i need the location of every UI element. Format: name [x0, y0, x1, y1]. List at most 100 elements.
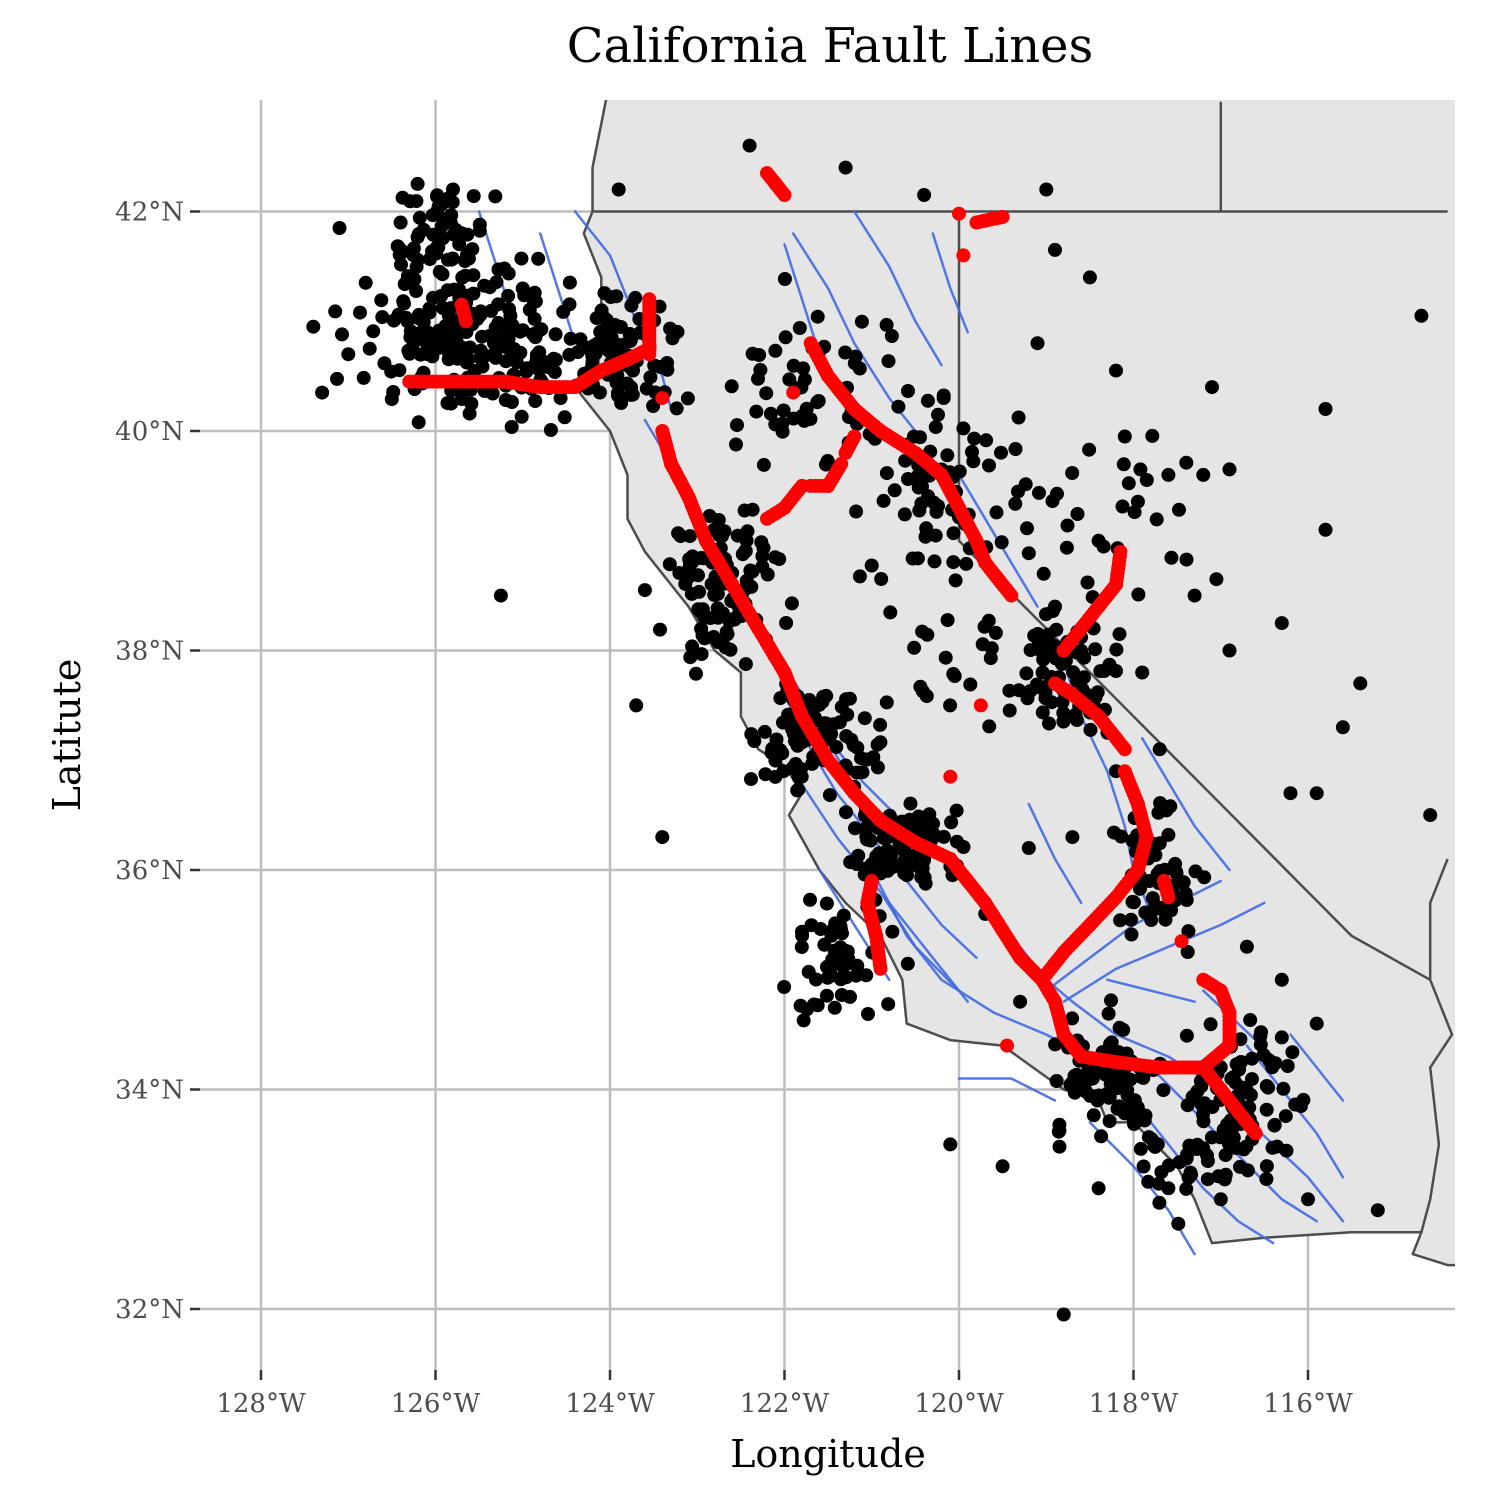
earthquake-point [1179, 1028, 1194, 1043]
earthquake-point [1309, 786, 1324, 801]
earthquake-point [1102, 1114, 1117, 1129]
earthquake-point [989, 505, 1004, 520]
earthquake-point [940, 613, 955, 628]
earthquake-point [1021, 841, 1036, 855]
earthquake-point [1139, 473, 1154, 487]
earthquake-point [445, 195, 460, 210]
earthquake-point [977, 619, 992, 634]
earthquake-point [745, 346, 760, 361]
earthquake-point [757, 724, 772, 739]
earthquake-point [358, 275, 373, 290]
earthquake-point [562, 347, 577, 362]
earthquake-point [623, 334, 638, 349]
earthquake-point [411, 307, 426, 322]
earthquake-point [782, 372, 797, 387]
earthquake-point [768, 417, 783, 432]
fault-line [1132, 1099, 1275, 1245]
red-point [1048, 676, 1062, 691]
earthquake-point [765, 741, 780, 756]
earthquake-point [1041, 627, 1056, 642]
earthquake-point [493, 588, 508, 603]
earthquake-point [1234, 1055, 1248, 1069]
earthquake-point [883, 605, 898, 620]
earthquake-point [810, 309, 825, 324]
earthquake-point [881, 997, 896, 1012]
earthquake-point [864, 558, 879, 573]
red-point [459, 314, 473, 329]
earthquake-point [613, 320, 628, 334]
earthquake-point [498, 354, 513, 369]
earthquake-point [1197, 870, 1212, 885]
earthquake-point [1152, 742, 1167, 757]
earthquake-point [819, 988, 834, 1003]
earthquake-point [873, 717, 888, 732]
earthquake-point [946, 555, 961, 570]
earthquake-point [1052, 1139, 1067, 1154]
earthquake-point [891, 858, 906, 873]
fault-line [853, 210, 943, 367]
earthquake-point [861, 1007, 875, 1021]
earthquake-point [514, 251, 529, 266]
earthquake-point [1152, 1195, 1167, 1210]
earthquake-point [1180, 945, 1195, 959]
earthquake-point [1172, 502, 1186, 517]
earthquake-point [768, 550, 783, 565]
earthquake-point [1423, 808, 1438, 823]
earthquake-point [967, 431, 982, 446]
earthquake-point [1019, 666, 1034, 681]
earthquake-point [695, 628, 710, 643]
earthquake-point [409, 284, 424, 298]
earthquake-point [602, 322, 617, 337]
earthquake-point [1296, 1092, 1311, 1107]
state-border-arizona [1420, 858, 1454, 1233]
red-point [1113, 544, 1128, 559]
earthquake-point [1196, 467, 1211, 482]
earthquake-point [1115, 499, 1130, 514]
earthquake-point [504, 420, 519, 434]
earthquake-point [915, 624, 930, 639]
earthquake-point [441, 352, 456, 367]
earthquake-point [1070, 507, 1085, 521]
earthquake-point [928, 528, 943, 543]
earthquake-point [1035, 705, 1050, 720]
earthquake-point [502, 302, 517, 317]
earthquake-point [330, 371, 344, 386]
earthquake-point [744, 727, 759, 742]
earthquake-point [794, 940, 809, 954]
earthquake-point [910, 551, 925, 566]
earthquake-point [917, 870, 932, 885]
red-point [834, 456, 849, 471]
earthquake-point [873, 735, 888, 750]
earthquake-point [1008, 496, 1023, 511]
earthquake-point [842, 691, 857, 706]
earthquake-point [1280, 1059, 1295, 1073]
fault-line [1027, 802, 1083, 905]
earthquake-point [897, 844, 912, 859]
earthquake-point [1181, 924, 1196, 939]
earthquake-point [1136, 1159, 1151, 1174]
earthquake-point [857, 711, 872, 726]
earthquake-point [948, 573, 963, 588]
earthquake-point [484, 303, 499, 318]
earthquake-point [683, 650, 698, 665]
earthquake-point [795, 735, 810, 750]
earthquake-point [332, 221, 347, 235]
red-point [1157, 874, 1171, 888]
earthquake-point [749, 404, 764, 419]
earthquake-point [1064, 1076, 1079, 1091]
earthquake-point [374, 293, 389, 308]
x-tick-label: 116°W [1263, 1389, 1353, 1419]
earthquake-point [849, 857, 864, 872]
earthquake-point [548, 352, 563, 367]
earthquake-point [1117, 429, 1132, 444]
red-point [1196, 972, 1211, 987]
earthquake-point [466, 268, 481, 283]
fault-line [538, 232, 577, 345]
earthquake-point [669, 401, 684, 416]
earthquake-point [754, 535, 769, 550]
earthquake-point [377, 356, 392, 371]
earthquake-point [680, 391, 695, 406]
earthquake-point [1213, 1192, 1228, 1207]
earthquake-point [879, 466, 894, 481]
earthquake-point [1032, 485, 1046, 500]
